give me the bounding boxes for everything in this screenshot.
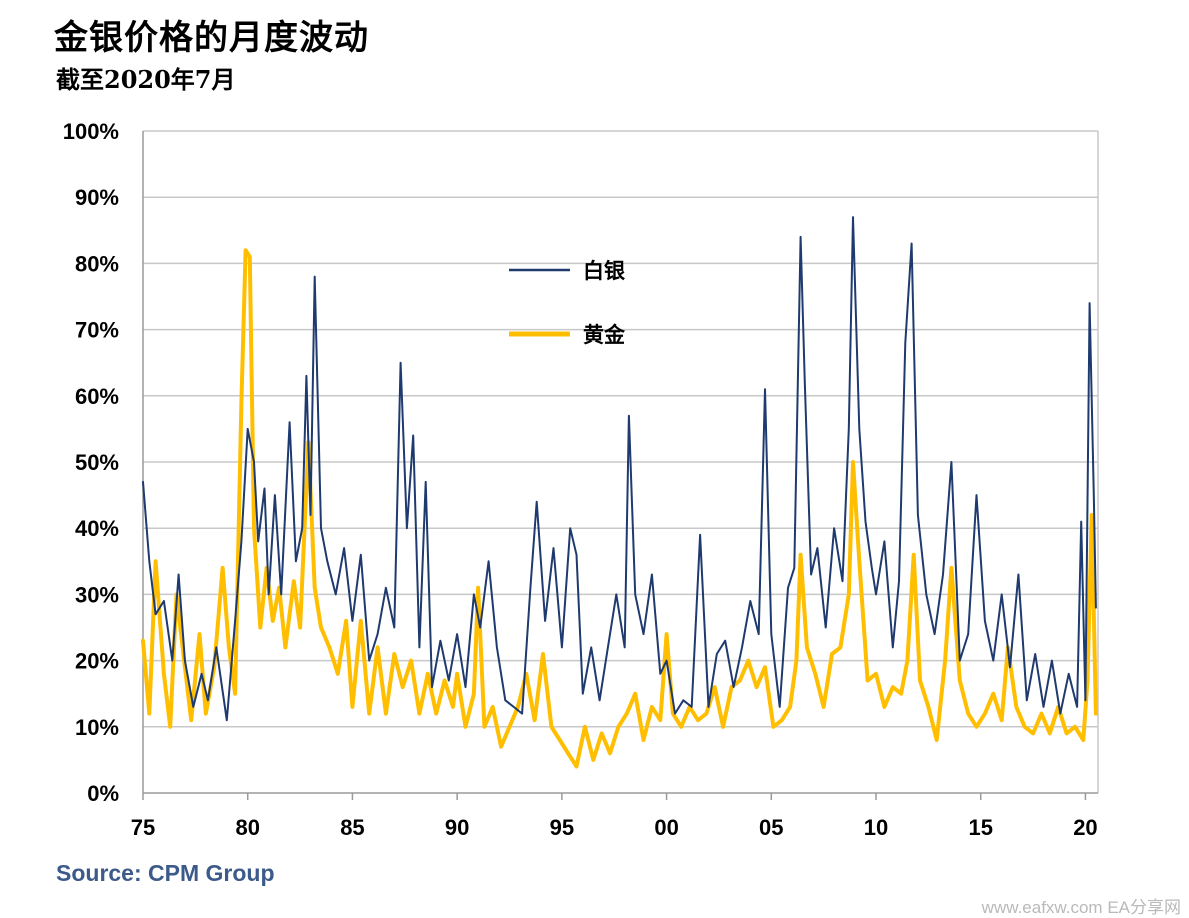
silver-series-line xyxy=(142,216,1097,722)
x-tick-label: 20 xyxy=(1073,815,1097,840)
x-tick-label: 85 xyxy=(340,815,364,840)
x-tick-label: 15 xyxy=(968,815,992,840)
gold-series-line xyxy=(141,248,1098,769)
grid-lines xyxy=(142,130,1099,794)
x-tick-label: 80 xyxy=(235,815,259,840)
x-tick-label: 75 xyxy=(131,815,155,840)
y-tick-label: 30% xyxy=(75,582,119,607)
y-tick-label: 20% xyxy=(75,649,119,674)
legend-item-gold: 黄金 xyxy=(509,322,626,347)
y-tick-label: 100% xyxy=(63,119,119,144)
y-tick-label: 10% xyxy=(75,715,119,740)
y-tick-label: 50% xyxy=(75,450,119,475)
x-tick-label: 90 xyxy=(445,815,469,840)
legend-item-silver: 白银 xyxy=(509,258,626,283)
y-tick-label: 0% xyxy=(87,781,119,806)
legend-label: 黄金 xyxy=(583,322,626,347)
chart-title: 金银价格的月度波动 xyxy=(54,18,369,58)
y-tick-label: 40% xyxy=(75,516,119,541)
y-tick-label: 80% xyxy=(75,251,119,276)
source-note: Source: CPM Group xyxy=(56,860,275,886)
x-axis-ticks: 75 80 85 90 95 00 05 10 15 20 xyxy=(131,793,1098,840)
x-tick-label: 00 xyxy=(654,815,678,840)
chart-subtitle: 截至2020年7月 xyxy=(56,65,236,94)
x-tick-label: 10 xyxy=(864,815,888,840)
y-tick-label: 70% xyxy=(75,318,119,343)
x-tick-label: 05 xyxy=(759,815,783,840)
x-tick-label: 95 xyxy=(550,815,574,840)
y-axis-ticks: 0% 10% 20% 30% 40% 50% 60% 70% 80% 90% 100% xyxy=(63,119,119,806)
legend-label: 白银 xyxy=(583,258,626,283)
y-tick-label: 60% xyxy=(75,384,119,409)
watermark-text: www.eafxw.com EA分享网 xyxy=(981,898,1181,917)
y-tick-label: 90% xyxy=(75,185,119,210)
series-lines xyxy=(141,216,1098,769)
